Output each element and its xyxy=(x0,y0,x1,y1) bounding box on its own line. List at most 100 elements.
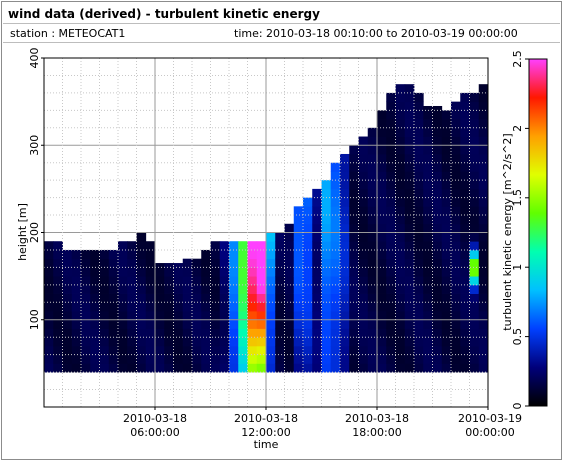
colorbar-label: turbulent kinetic energy [m^2/s^2] xyxy=(501,133,514,330)
heatmap-cell xyxy=(451,363,461,373)
heatmap-cell xyxy=(432,136,443,146)
heatmap-cell xyxy=(118,319,128,329)
heatmap-cell xyxy=(377,337,387,347)
heatmap-cell xyxy=(460,249,470,260)
heatmap-cell xyxy=(386,284,396,294)
heatmap-cell xyxy=(349,311,359,321)
heatmap-cell xyxy=(210,302,221,312)
heatmap-cell xyxy=(71,328,82,338)
heatmap-cell xyxy=(118,276,128,286)
heatmap-cell xyxy=(478,311,489,321)
heatmap-cell xyxy=(229,293,239,303)
heatmap-cell xyxy=(367,293,378,303)
heatmap-cell xyxy=(340,267,350,277)
heatmap-cell xyxy=(118,293,128,303)
heatmap-cell xyxy=(303,206,313,216)
heatmap-cell xyxy=(312,232,322,242)
heatmap-cell xyxy=(256,293,267,303)
heatmap-cell xyxy=(451,127,461,137)
heatmap-cell xyxy=(414,345,424,356)
heatmap-cell xyxy=(182,311,193,321)
heatmap-cell xyxy=(377,267,387,277)
heatmap-cell xyxy=(155,337,165,347)
heatmap-cell xyxy=(423,180,433,190)
heatmap-cell xyxy=(441,302,452,312)
heatmap-cell xyxy=(441,153,452,164)
heatmap-cell xyxy=(182,267,193,277)
y-tick-label: 400 xyxy=(28,48,41,69)
heatmap-cell xyxy=(210,276,221,286)
heatmap-cell xyxy=(367,145,378,155)
heatmap-cell xyxy=(44,293,54,303)
heatmap-cell xyxy=(432,354,443,364)
heatmap-cell xyxy=(312,311,322,321)
heatmap-cell xyxy=(53,337,63,347)
heatmap-cell xyxy=(155,319,165,329)
heatmap-cell xyxy=(266,276,276,286)
axes: 1002003004002010-03-1806:00:002010-03-18… xyxy=(28,48,522,440)
heatmap-cell xyxy=(303,337,313,347)
heatmap-cell xyxy=(469,188,480,198)
heatmap-cell xyxy=(349,319,359,329)
heatmap-cell xyxy=(414,276,424,286)
heatmap-cell xyxy=(441,215,452,225)
heatmap-cell xyxy=(469,311,480,321)
heatmap-cell xyxy=(284,319,295,329)
heatmap-cell xyxy=(460,354,470,364)
heatmap-cell xyxy=(53,319,63,329)
heatmap-cell xyxy=(293,215,304,225)
heatmap-cell xyxy=(460,119,470,129)
heatmap-cell xyxy=(340,249,350,260)
heatmap-cell xyxy=(423,215,433,225)
heatmap-cell xyxy=(164,345,174,356)
heatmap-cell xyxy=(460,136,470,146)
heatmap-cell xyxy=(423,145,433,155)
heatmap-cell xyxy=(441,363,452,373)
heatmap-cell xyxy=(81,337,91,347)
heatmap-cell xyxy=(62,319,73,329)
heatmap-cell xyxy=(358,363,369,373)
heatmap-cell xyxy=(423,223,433,233)
heatmap-cell xyxy=(367,153,378,164)
heatmap-cell xyxy=(330,215,341,225)
heatmap-cell xyxy=(229,345,239,356)
heatmap-cell xyxy=(62,363,73,373)
heatmap-cell xyxy=(118,241,128,251)
colorbar-tick-label: 0 xyxy=(511,403,524,410)
heatmap-cell xyxy=(469,92,480,103)
heatmap-cell xyxy=(247,302,258,312)
heatmap-cell xyxy=(44,276,54,286)
heatmap-cell xyxy=(182,276,193,286)
heatmap-cell xyxy=(108,276,119,286)
heatmap-cell xyxy=(478,153,489,164)
heatmap-cell xyxy=(377,119,387,129)
heatmap-cell xyxy=(330,276,341,286)
heatmap-cell xyxy=(256,354,267,364)
heatmap-cell xyxy=(118,354,128,364)
heatmap-cell xyxy=(349,345,359,356)
heatmap-cell xyxy=(155,276,165,286)
heatmap-cell xyxy=(395,127,406,137)
heatmap-cell xyxy=(136,258,147,268)
heatmap-cell xyxy=(53,302,63,312)
heatmap-cell xyxy=(293,319,304,329)
heatmap-cell xyxy=(238,276,248,286)
heatmap-cell xyxy=(367,136,378,146)
heatmap-cell xyxy=(266,241,276,251)
colorbar-tick-label: 1.5 xyxy=(511,189,524,207)
heatmap-cell xyxy=(349,223,359,233)
heatmap-cell xyxy=(247,241,258,251)
heatmap-cell xyxy=(303,223,313,233)
heatmap-cell xyxy=(395,110,406,120)
heatmap-cell xyxy=(229,249,239,260)
heatmap-cell xyxy=(192,345,202,356)
heatmap-cell xyxy=(404,249,415,260)
heatmap-cell xyxy=(478,267,489,277)
heatmap-cell xyxy=(321,197,332,207)
heatmap-cell xyxy=(284,276,295,286)
heatmap-cell xyxy=(330,293,341,303)
heatmap-cell xyxy=(432,105,443,111)
heatmap-cell xyxy=(173,311,184,321)
heatmap-cell xyxy=(395,223,406,233)
heatmap-cell xyxy=(460,276,470,286)
